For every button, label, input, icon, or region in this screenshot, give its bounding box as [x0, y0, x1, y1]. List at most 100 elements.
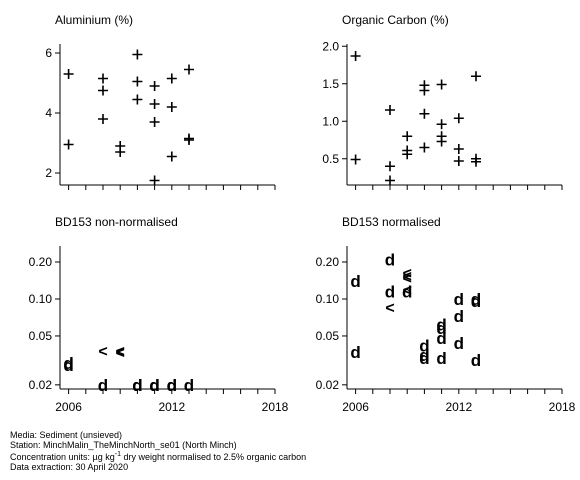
- panel-4: BD153 normalised 0.02 0.05 0.10 0.20 2006 2012…: [316, 215, 576, 414]
- y-tick-label: 0.20: [29, 255, 53, 269]
- detected-marker: d: [132, 376, 142, 395]
- detected-marker: d: [132, 376, 142, 395]
- y-tick-label: 0.5: [322, 152, 339, 166]
- less-than-marker: <: [403, 282, 412, 299]
- plus-marker: [149, 81, 160, 91]
- y-tick-label: 0.02: [316, 378, 340, 392]
- less-than-marker: <: [403, 270, 412, 287]
- less-than-marker: <: [385, 300, 394, 317]
- plus-marker: [149, 175, 160, 186]
- plus-marker: [98, 85, 108, 96]
- plus-marker: [436, 136, 447, 147]
- plus-marker: [63, 69, 74, 79]
- plus-marker: [385, 105, 395, 115]
- detected-marker: d: [419, 336, 429, 355]
- detected-marker: d: [436, 319, 446, 338]
- plus-marker: [98, 114, 108, 124]
- plus-marker: [419, 85, 430, 96]
- plus-marker: [166, 73, 177, 84]
- y-tick-label: 0.02: [29, 378, 53, 392]
- x-tick-label: 2006: [55, 400, 82, 414]
- plus-marker: [419, 142, 430, 153]
- panel-2: Organic Carbon (%) 0.5 1.0 1.5 2.0: [322, 13, 563, 190]
- detected-marker: d: [436, 329, 446, 348]
- plus-marker: [115, 147, 126, 157]
- detected-marker: d: [471, 292, 481, 311]
- extraction-note: Data extraction: 30 April 2020: [10, 462, 129, 472]
- units-suffix: dry weight normalised to 2.5% organic ca…: [120, 452, 307, 462]
- detected-marker: d: [63, 354, 73, 373]
- panel-title: Organic Carbon (%): [342, 13, 449, 27]
- panel-title: BD153 non-normalised: [55, 215, 178, 229]
- plus-marker: [166, 151, 177, 162]
- x-tick-label: 2018: [549, 400, 576, 414]
- plus-marker: [402, 131, 413, 142]
- less-than-marker: <: [116, 344, 125, 361]
- plus-marker: [453, 113, 464, 124]
- plus-marker: [453, 144, 464, 154]
- y-tick-label: 2.0: [322, 39, 339, 53]
- plus-marker: [419, 108, 430, 119]
- less-than-marker: <: [98, 344, 107, 361]
- detected-marker: d: [454, 307, 464, 326]
- detected-marker: d: [63, 356, 73, 375]
- detected-marker: d: [454, 290, 464, 309]
- detected-marker: d: [149, 376, 159, 395]
- x-tick-label: 2012: [445, 400, 472, 414]
- y-tick-label: 0.10: [316, 292, 340, 306]
- plus-marker: [184, 135, 194, 145]
- plus-marker: [149, 117, 160, 127]
- y-tick-label: 0.10: [29, 292, 53, 306]
- x-tick-label: 2006: [342, 400, 369, 414]
- units-prefix: Concentration units: µg kg: [10, 452, 115, 462]
- station-note: Station: MinchMalin_TheMinchNorth_se01 (…: [10, 440, 237, 450]
- less-than-marker: <: [403, 265, 412, 282]
- y-tick-label: 1.0: [322, 114, 339, 128]
- less-than-marker: <: [403, 269, 412, 286]
- plus-marker: [436, 119, 447, 130]
- detected-marker: d: [350, 272, 360, 291]
- plus-marker: [98, 73, 108, 84]
- detected-marker: d: [471, 290, 481, 309]
- detected-marker: d: [471, 351, 481, 370]
- less-than-marker: <: [116, 345, 125, 362]
- plus-marker: [184, 64, 194, 75]
- detected-marker: d: [454, 334, 464, 353]
- detected-marker: d: [167, 376, 177, 395]
- units-superscript: -1: [114, 451, 121, 458]
- detected-marker: d: [436, 315, 446, 334]
- y-tick-label: 6: [45, 46, 52, 60]
- detected-marker: d: [419, 346, 429, 365]
- detected-marker: d: [184, 376, 194, 395]
- detected-marker: d: [350, 343, 360, 362]
- plus-marker: [63, 139, 74, 150]
- plus-marker: [385, 175, 395, 186]
- plus-marker: [385, 161, 395, 172]
- detected-marker: d: [167, 376, 177, 395]
- x-tick-label: 2012: [158, 400, 185, 414]
- plus-marker: [402, 149, 413, 160]
- plus-marker: [149, 99, 160, 109]
- plus-marker: [453, 156, 464, 166]
- x-tick-label: 2018: [262, 400, 289, 414]
- y-tick-label: 0.05: [316, 329, 340, 343]
- plus-marker: [471, 71, 481, 82]
- y-tick-label: 4: [45, 106, 52, 120]
- y-tick-label: 2: [45, 166, 52, 180]
- detected-marker: d: [385, 283, 395, 302]
- detected-marker: d: [419, 349, 429, 368]
- detected-marker: d: [98, 376, 108, 395]
- plus-marker: [132, 49, 143, 60]
- plus-marker: [350, 51, 361, 61]
- plus-marker: [132, 94, 143, 105]
- plus-marker: [166, 102, 177, 112]
- y-tick-label: 0.20: [316, 255, 340, 269]
- detected-marker: d: [436, 349, 446, 368]
- detected-marker: d: [385, 250, 395, 269]
- panel-title: BD153 normalised: [342, 215, 441, 229]
- panel-3: BD153 non-normalised 0.02 0.05 0.10 0.20 2006…: [29, 215, 289, 414]
- panel-title: Aluminium (%): [55, 13, 133, 27]
- plus-marker: [436, 79, 447, 90]
- plus-marker: [350, 154, 361, 165]
